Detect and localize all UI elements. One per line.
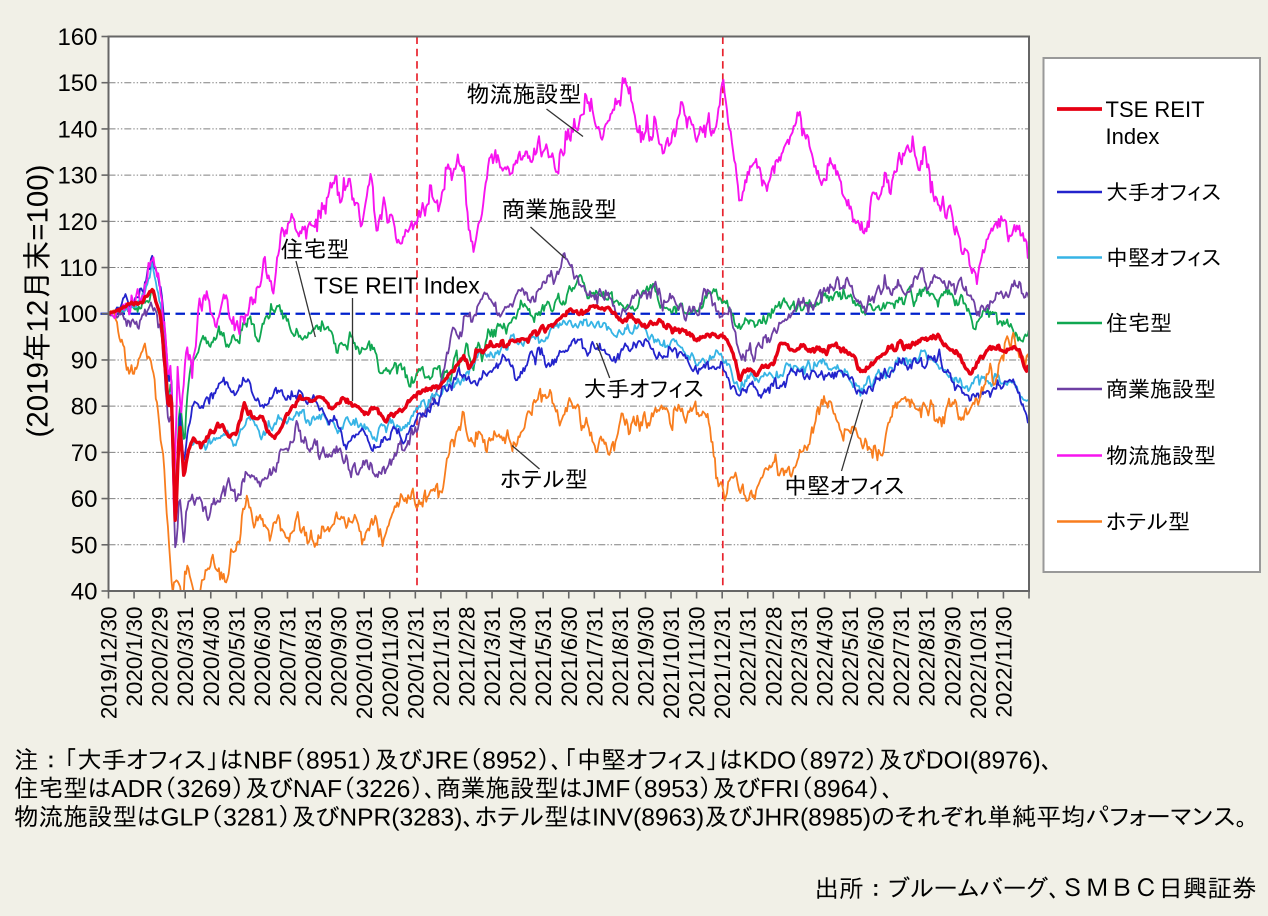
svg-text:90: 90 — [71, 348, 98, 375]
svg-text:2022/6/30: 2022/6/30 — [864, 607, 889, 707]
svg-text:50: 50 — [71, 532, 98, 559]
svg-text:TSE REIT Index: TSE REIT Index — [314, 273, 480, 299]
svg-text:2021/7/31: 2021/7/31 — [582, 607, 607, 707]
svg-text:2022/5/31: 2022/5/31 — [838, 607, 863, 707]
svg-text:2022/10/31: 2022/10/31 — [966, 607, 991, 720]
svg-text:2022/11/30: 2022/11/30 — [991, 607, 1016, 718]
svg-text:2022/8/31: 2022/8/31 — [915, 607, 940, 707]
svg-text:2020/1/30: 2020/1/30 — [122, 607, 147, 707]
svg-text:2021/9/30: 2021/9/30 — [633, 607, 658, 707]
svg-text:2020/7/31: 2020/7/31 — [275, 607, 300, 707]
svg-text:2021/4/30: 2021/4/30 — [506, 607, 531, 707]
svg-text:2021/2/28: 2021/2/28 — [454, 607, 479, 707]
svg-text:TSE REIT: TSE REIT — [1106, 97, 1205, 122]
svg-text:2021/6/30: 2021/6/30 — [557, 607, 582, 707]
svg-text:140: 140 — [57, 116, 97, 143]
svg-text:2021/1/31: 2021/1/31 — [429, 607, 454, 707]
svg-text:2022/2/28: 2022/2/28 — [761, 607, 786, 707]
svg-text:70: 70 — [71, 440, 98, 467]
svg-text:2021/10/31: 2021/10/31 — [659, 607, 684, 720]
svg-text:2019/12/30: 2019/12/30 — [97, 607, 122, 720]
svg-text:160: 160 — [57, 24, 97, 51]
svg-text:Index: Index — [1106, 124, 1160, 149]
svg-text:2020/12/31: 2020/12/31 — [403, 607, 428, 720]
svg-text:2020/3/31: 2020/3/31 — [173, 607, 198, 707]
svg-text:2020/6/30: 2020/6/30 — [250, 607, 275, 707]
svg-text:2020/2/29: 2020/2/29 — [148, 607, 173, 707]
svg-text:2021/5/31: 2021/5/31 — [531, 607, 556, 707]
svg-text:120: 120 — [57, 209, 97, 236]
svg-text:2020/9/30: 2020/9/30 — [327, 607, 352, 707]
svg-text:2021/8/31: 2021/8/31 — [608, 607, 633, 707]
svg-text:60: 60 — [71, 486, 98, 513]
svg-text:2022/9/30: 2022/9/30 — [940, 607, 965, 707]
svg-text:110: 110 — [59, 255, 97, 282]
svg-text:2022/3/31: 2022/3/31 — [787, 607, 812, 707]
svg-text:2021/12/31: 2021/12/31 — [710, 607, 735, 720]
svg-text:2022/1/31: 2022/1/31 — [736, 607, 761, 707]
svg-text:40: 40 — [71, 579, 98, 606]
svg-text:2020/11/30: 2020/11/30 — [378, 607, 403, 718]
svg-text:130: 130 — [57, 163, 97, 190]
svg-text:2021/3/31: 2021/3/31 — [480, 607, 505, 707]
svg-text:2020/5/31: 2020/5/31 — [224, 607, 249, 707]
svg-text:80: 80 — [71, 394, 98, 421]
svg-text:150: 150 — [57, 70, 97, 97]
svg-text:100: 100 — [57, 301, 97, 328]
svg-text:2020/4/30: 2020/4/30 — [199, 607, 224, 707]
svg-text:2021/11/30: 2021/11/30 — [685, 607, 710, 718]
svg-text:2020/10/31: 2020/10/31 — [352, 607, 377, 720]
svg-text:2022/4/30: 2022/4/30 — [812, 607, 837, 707]
svg-text:2020/8/31: 2020/8/31 — [301, 607, 326, 707]
svg-text:2022/7/31: 2022/7/31 — [889, 607, 914, 707]
